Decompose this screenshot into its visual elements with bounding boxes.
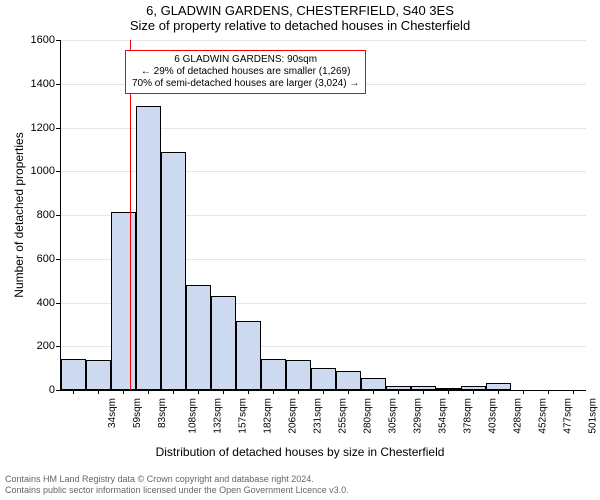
x-tick-label: 354sqm: [437, 398, 448, 434]
x-tick-label: 108sqm: [187, 398, 198, 434]
histogram-bar: [411, 386, 436, 390]
y-tick-mark: [56, 259, 60, 260]
histogram-bar: [311, 368, 336, 390]
x-tick-mark: [198, 390, 199, 394]
x-axis-label: Distribution of detached houses by size …: [0, 445, 600, 459]
x-tick-mark: [98, 390, 99, 394]
gridline: [61, 40, 586, 41]
x-tick-mark: [573, 390, 574, 394]
y-tick-label: 1600: [0, 34, 55, 46]
title-line1: 6, GLADWIN GARDENS, CHESTERFIELD, S40 3E…: [0, 3, 600, 18]
y-tick-label: 600: [0, 253, 55, 265]
x-tick-mark: [348, 390, 349, 394]
annotation-line2: ← 29% of detached houses are smaller (1,…: [132, 66, 359, 78]
x-tick-label: 182sqm: [262, 398, 273, 434]
histogram-bar: [186, 285, 211, 390]
histogram-bar: [111, 212, 136, 390]
x-tick-mark: [223, 390, 224, 394]
x-tick-label: 501sqm: [587, 398, 598, 434]
y-tick-label: 200: [0, 340, 55, 352]
y-tick-mark: [56, 390, 60, 391]
x-tick-label: 34sqm: [107, 398, 118, 428]
x-tick-mark: [148, 390, 149, 394]
histogram-bar: [361, 378, 386, 390]
y-tick-label: 800: [0, 209, 55, 221]
x-tick-mark: [298, 390, 299, 394]
x-tick-mark: [123, 390, 124, 394]
histogram-bar: [261, 359, 286, 390]
x-tick-mark: [173, 390, 174, 394]
histogram-bar: [236, 321, 261, 390]
y-tick-mark: [56, 84, 60, 85]
x-tick-mark: [323, 390, 324, 394]
x-tick-label: 329sqm: [412, 398, 423, 434]
annotation-box: 6 GLADWIN GARDENS: 90sqm ← 29% of detach…: [125, 50, 366, 94]
histogram-bar: [136, 106, 161, 390]
x-tick-mark: [498, 390, 499, 394]
histogram-bar: [461, 386, 486, 390]
x-tick-mark: [373, 390, 374, 394]
chart-container: 6, GLADWIN GARDENS, CHESTERFIELD, S40 3E…: [0, 0, 600, 500]
x-tick-label: 59sqm: [132, 398, 143, 428]
y-tick-mark: [56, 40, 60, 41]
footer-line2: Contains public sector information licen…: [5, 485, 595, 496]
title-line2: Size of property relative to detached ho…: [0, 18, 600, 33]
footer-line1: Contains HM Land Registry data © Crown c…: [5, 474, 595, 485]
x-tick-mark: [473, 390, 474, 394]
histogram-bar: [211, 296, 236, 390]
y-tick-label: 400: [0, 297, 55, 309]
x-tick-mark: [398, 390, 399, 394]
x-tick-label: 132sqm: [212, 398, 223, 434]
x-tick-label: 280sqm: [362, 398, 373, 434]
y-tick-label: 0: [0, 384, 55, 396]
histogram-bar: [336, 371, 361, 390]
footer: Contains HM Land Registry data © Crown c…: [5, 474, 595, 496]
y-tick-label: 1200: [0, 122, 55, 134]
y-tick-mark: [56, 171, 60, 172]
x-tick-label: 206sqm: [287, 398, 298, 434]
x-tick-mark: [273, 390, 274, 394]
histogram-bar: [386, 386, 411, 390]
y-tick-label: 1400: [0, 78, 55, 90]
histogram-bar: [486, 383, 511, 390]
x-tick-label: 452sqm: [537, 398, 548, 434]
x-tick-label: 157sqm: [237, 398, 248, 434]
y-tick-label: 1000: [0, 165, 55, 177]
x-tick-mark: [548, 390, 549, 394]
x-tick-mark: [423, 390, 424, 394]
x-tick-mark: [248, 390, 249, 394]
x-tick-label: 231sqm: [312, 398, 323, 434]
x-tick-label: 428sqm: [512, 398, 523, 434]
title-block: 6, GLADWIN GARDENS, CHESTERFIELD, S40 3E…: [0, 3, 600, 33]
y-tick-mark: [56, 346, 60, 347]
histogram-bar: [61, 359, 86, 390]
x-tick-label: 255sqm: [337, 398, 348, 434]
x-tick-mark: [523, 390, 524, 394]
y-tick-mark: [56, 128, 60, 129]
y-tick-mark: [56, 303, 60, 304]
annotation-line1: 6 GLADWIN GARDENS: 90sqm: [132, 54, 359, 66]
histogram-bar: [436, 388, 461, 390]
x-tick-label: 378sqm: [462, 398, 473, 434]
histogram-bar: [161, 152, 186, 390]
x-tick-mark: [73, 390, 74, 394]
histogram-bar: [286, 360, 311, 390]
x-tick-label: 403sqm: [487, 398, 498, 434]
annotation-line3: 70% of semi-detached houses are larger (…: [132, 78, 359, 90]
x-tick-label: 477sqm: [562, 398, 573, 434]
x-tick-mark: [448, 390, 449, 394]
y-axis-label: Number of detached properties: [12, 50, 26, 215]
y-tick-mark: [56, 215, 60, 216]
x-tick-label: 305sqm: [387, 398, 398, 434]
x-tick-label: 83sqm: [157, 398, 168, 428]
histogram-bar: [86, 360, 111, 390]
